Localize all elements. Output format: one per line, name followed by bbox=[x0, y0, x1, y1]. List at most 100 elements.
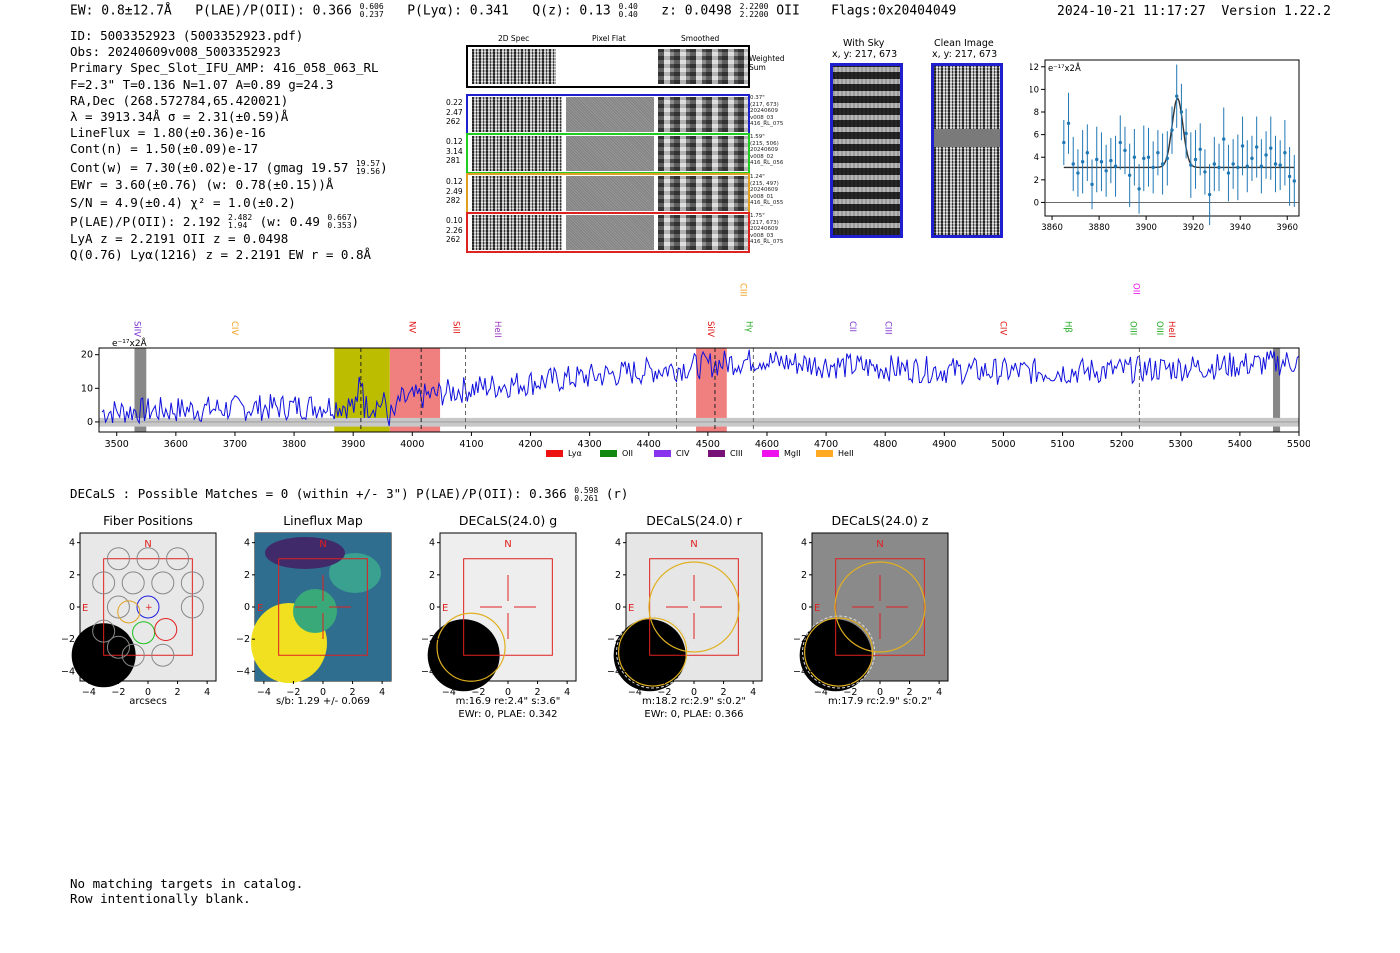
y-tick-label: 2 bbox=[429, 570, 435, 581]
fiber-2dspec-image bbox=[472, 97, 562, 132]
zoom-xtick-label: 3920 bbox=[1182, 223, 1204, 233]
spec-line-label: Hβ bbox=[1063, 321, 1073, 333]
fiber-circle bbox=[106, 547, 130, 571]
y-tick-label: 4 bbox=[429, 538, 435, 549]
info-plae-w: (w: 0.49 bbox=[259, 213, 320, 229]
info-fwhm: F=2.3" T=0.136 N=1.07 A=0.89 g=24.3 bbox=[70, 76, 334, 92]
spec-xtick-label: 4100 bbox=[459, 439, 483, 450]
zoom-xtick-label: 3880 bbox=[1088, 223, 1110, 233]
fiber-smoothed-image bbox=[658, 176, 748, 211]
decals-panel-plot: + N E 4 2 0 −2 −4 −4 −2 0 2 4 bbox=[61, 532, 217, 698]
zoom-point bbox=[1207, 192, 1212, 197]
y-tick-label: −4 bbox=[421, 666, 435, 677]
north-label: N bbox=[319, 539, 326, 550]
zoom-point bbox=[1269, 146, 1273, 150]
y-tick-label: 0 bbox=[244, 602, 250, 613]
zoom-point bbox=[1127, 173, 1132, 178]
zoom-point bbox=[1085, 150, 1090, 155]
fiber-pixelflat-image bbox=[566, 97, 654, 132]
fiber-circle bbox=[92, 619, 116, 643]
spec-legend-label: OII bbox=[622, 449, 633, 458]
spec-line-label: SiII bbox=[451, 321, 461, 334]
north-label: N bbox=[876, 539, 883, 550]
zoom-point bbox=[1292, 179, 1296, 183]
fiber-circle bbox=[92, 571, 116, 595]
spec-line-label: CIII bbox=[882, 321, 892, 334]
spec-legend-swatch bbox=[654, 450, 671, 457]
spec-xtick-label: 4300 bbox=[578, 439, 602, 450]
fiber-value: 262 bbox=[446, 235, 461, 244]
x-tick-label: −2 bbox=[843, 687, 857, 698]
north-label: N bbox=[690, 539, 697, 550]
y-tick-label: −4 bbox=[607, 666, 621, 677]
fiber-circle-orange bbox=[117, 600, 141, 624]
clean-image-mask-band bbox=[934, 129, 1000, 147]
info-radec: RA,Dec (268.572784,65.420021) bbox=[70, 92, 289, 108]
zoom-point bbox=[1236, 165, 1240, 170]
info-plae-row: P(LAE)/P(OII): 2.192 2.482 1.94 (w: 0.49 … bbox=[70, 212, 388, 231]
y-tick-label: 0 bbox=[429, 602, 435, 613]
fiber-value: 0.12 bbox=[446, 177, 463, 186]
header-z-line: OII bbox=[776, 3, 800, 19]
fiber-values: 0.12 2.49 282 bbox=[446, 177, 463, 206]
zoom-model-line bbox=[1063, 97, 1295, 169]
x-tick-label: 4 bbox=[936, 687, 942, 698]
x-tick-label: −2 bbox=[286, 687, 300, 698]
zoom-data-points bbox=[1062, 64, 1296, 226]
x-tick-label: 2 bbox=[907, 687, 913, 698]
fiber-meta-line: 20240609 bbox=[750, 226, 778, 232]
spec-line-label: OIII bbox=[1128, 321, 1138, 335]
fiber-circle bbox=[151, 571, 175, 595]
fiber-row bbox=[466, 94, 750, 135]
col-title-pixelflat: Pixel Flat bbox=[592, 34, 626, 43]
with-sky-image bbox=[830, 63, 903, 238]
fiber-value: 281 bbox=[446, 156, 461, 165]
info-contw-sub: 19.56 bbox=[355, 167, 381, 177]
spec-ticks: 3500 3600 3700 3800 3900 4000 4100 4200 4300 4400… bbox=[81, 350, 1310, 450]
fiber-divider bbox=[655, 214, 658, 251]
decals-panel-xlabel: m:18.2 rc:2.9" s:0.2" bbox=[641, 696, 747, 707]
fiber-meta-line: v008_02 bbox=[750, 153, 774, 160]
info-plae-end: ) bbox=[351, 213, 360, 229]
x-tick-label: −2 bbox=[471, 687, 485, 698]
zoom-point bbox=[1259, 164, 1264, 168]
spec-xtick-label: 3800 bbox=[282, 439, 306, 450]
info-primary: Primary Spec_Slot_IFU_AMP: 416_058_063_R… bbox=[70, 60, 379, 76]
zoom-xtick-label: 3900 bbox=[1135, 223, 1157, 233]
decals-panel-title: Fiber Positions bbox=[103, 513, 193, 528]
spec-xtick-label: 4400 bbox=[637, 439, 661, 450]
fiber-circle-green bbox=[132, 621, 156, 645]
spec-line-label: CIV bbox=[998, 321, 1008, 335]
zoom-point bbox=[1222, 137, 1226, 141]
fiber-pixelflat-image bbox=[566, 136, 654, 171]
zoom-point bbox=[1109, 158, 1113, 163]
zoom-xtick-label: 3940 bbox=[1229, 223, 1251, 233]
aperture-box bbox=[278, 558, 368, 656]
decals-panel-plot: N E 4 2 0 −2 −4 −4 −2 0 2 4 bbox=[421, 532, 577, 698]
fiber-values: 0.10 2.26 262 bbox=[446, 216, 463, 245]
fiber-value: 0.22 bbox=[446, 98, 463, 107]
zoom-point bbox=[1099, 160, 1104, 164]
zoom-point bbox=[1137, 187, 1141, 191]
zoom-point bbox=[1212, 162, 1217, 166]
info-plae-sub: 1.94 bbox=[228, 221, 248, 231]
fiber-meta-line: 416_RL_075 bbox=[750, 121, 784, 127]
zoom-point bbox=[1123, 148, 1127, 153]
zoom-point bbox=[1151, 165, 1155, 170]
zoom-ytick-label: 8 bbox=[1034, 108, 1039, 118]
weighted-sum-label: Weighted Sum bbox=[749, 54, 785, 72]
zoom-point bbox=[1189, 163, 1193, 167]
fiber-meta-line: 1.24" bbox=[750, 174, 765, 180]
y-tick-label: 4 bbox=[615, 538, 621, 549]
fiber-circle bbox=[106, 635, 130, 659]
fiber-meta-line: 1.75" bbox=[750, 213, 765, 219]
spec-legend-label: CIV bbox=[676, 449, 690, 458]
decals-panel-plot: N E 4 2 0 −2 −4 −4 −2 0 2 4 bbox=[793, 532, 949, 698]
ellipse-aperture-yellow-center bbox=[648, 561, 740, 653]
spec-xtick-label: 3700 bbox=[223, 439, 247, 450]
spec-legend-label: Lyα bbox=[568, 449, 582, 458]
spec-xtick-label: 5100 bbox=[1050, 439, 1074, 450]
header-plya: P(Lyα): 0.341 bbox=[407, 3, 509, 19]
zoom-point bbox=[1184, 131, 1188, 136]
x-tick-label: 4 bbox=[564, 687, 570, 698]
